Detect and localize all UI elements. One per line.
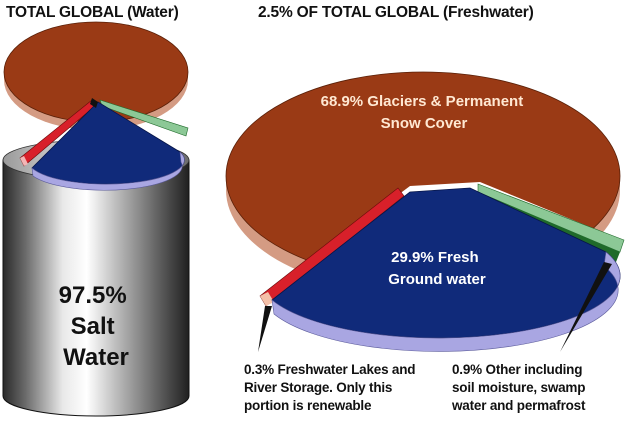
right-chart-title: 2.5% OF TOTAL GLOBAL (Freshwater) — [258, 4, 534, 21]
left-chart-title: TOTAL GLOBAL (Water) — [6, 4, 179, 21]
pie-freshwater — [225, 71, 625, 352]
lakes-annotation: 0.3% Freshwater Lakes and River Storage.… — [244, 361, 434, 415]
lakes-annotation-line1: 0.3% Freshwater Lakes and — [244, 362, 416, 377]
svg-text:29.9% Fresh Ground water: 29.9% Fresh Ground water — [388, 249, 486, 288]
salt-label-line3: Water — [63, 344, 129, 371]
slice-freshwater-edge — [31, 151, 185, 191]
other-annotation: 0.9% Other including soil moisture, swam… — [452, 361, 640, 415]
lakes-annotation-line2: River Storage. Only this — [244, 380, 393, 395]
cylinder-body — [2, 159, 190, 417]
other-annotation-line3: water and permafrost — [452, 398, 586, 413]
pie-total-global — [3, 21, 189, 191]
lakes-pointer — [258, 306, 272, 352]
glaciers-label-line1: 68.9% Glaciers & Permanent — [321, 93, 524, 110]
groundwater-label-line2: Ground water — [388, 271, 486, 288]
other-annotation-line2: soil moisture, swamp — [452, 380, 586, 395]
other-pointer — [560, 262, 612, 352]
svg-text:97.5% Salt Water: 97.5% Salt Water — [59, 282, 134, 371]
groundwater-label-line1: 29.9% Fresh — [391, 249, 479, 266]
salt-label-line2: Salt — [71, 313, 115, 340]
glaciers-label-line2: Snow Cover — [381, 115, 468, 132]
lakes-annotation-line3: portion is renewable — [244, 398, 372, 413]
svg-text:68.9% Glaciers & Permanent: 68.9% Glaciers & Permanent Snow Cover — [321, 93, 528, 132]
other-annotation-line1: 0.9% Other including — [452, 362, 583, 377]
salt-label-line1: 97.5% — [59, 282, 127, 309]
